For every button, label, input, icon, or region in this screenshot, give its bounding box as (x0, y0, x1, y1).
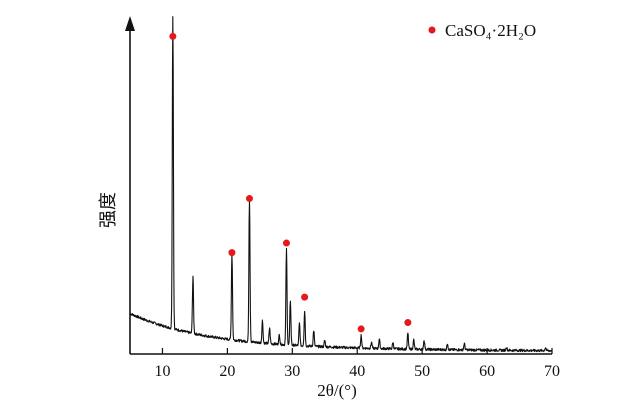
x-tick-label: 40 (349, 363, 365, 380)
x-axis-label: 2θ/(°) (317, 381, 357, 400)
x-ticks: 10 20 30 40 50 60 70 (154, 348, 560, 380)
x-tick-label: 70 (544, 363, 560, 380)
peak-marker (228, 249, 236, 257)
x-tick-label: 30 (284, 363, 300, 380)
y-axis-label: 强度 (98, 192, 118, 228)
legend: CaSO₄·2H₂O (428, 21, 536, 40)
peak-marker (245, 195, 253, 203)
y-axis-arrow (125, 16, 135, 31)
peak-marker (404, 319, 412, 327)
x-tick-label: 20 (219, 363, 235, 380)
peak-marker (282, 239, 290, 247)
peak-marker (169, 32, 177, 40)
peak-marker (301, 293, 309, 301)
plot-area: 10 20 30 40 50 60 70 (125, 16, 560, 380)
peak-markers (169, 32, 412, 333)
peak-marker (357, 325, 365, 333)
x-tick-label: 10 (154, 363, 170, 380)
x-tick-label: 50 (414, 363, 430, 380)
xrd-trace (129, 16, 553, 353)
legend-label: CaSO₄·2H₂O (445, 21, 536, 40)
legend-marker (428, 26, 436, 34)
x-tick-label: 60 (479, 363, 495, 380)
